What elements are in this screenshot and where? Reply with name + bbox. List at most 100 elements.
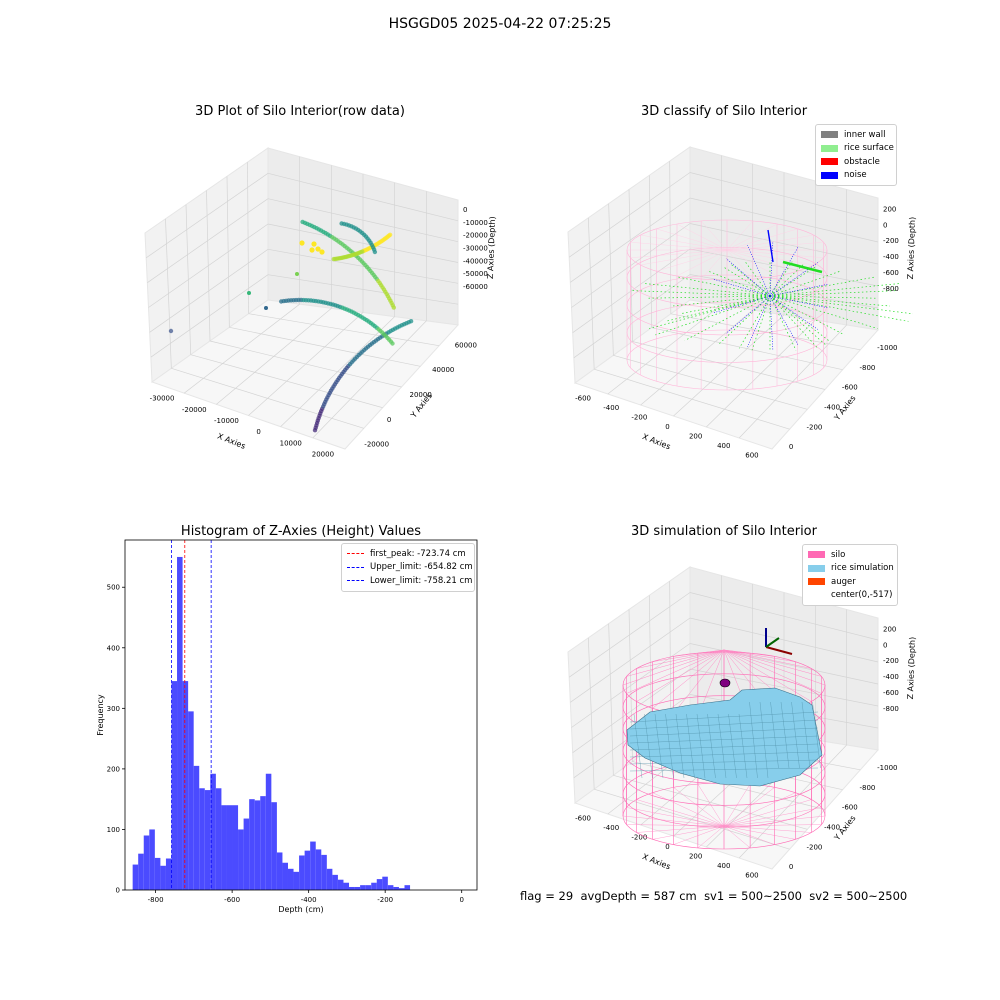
z-tick-label: -200 — [883, 657, 899, 665]
legend-label: Upper_limit: -654.82 cm — [370, 562, 473, 573]
y-tick-label: -1000 — [877, 764, 897, 772]
y-tick-label: 60000 — [455, 341, 477, 349]
histogram-bar — [243, 818, 250, 890]
surface-mesh-line — [738, 713, 748, 779]
surface-mesh-line — [629, 751, 819, 758]
y-tick-label: 0 — [789, 443, 793, 451]
histogram-bar — [149, 829, 155, 890]
histogram-bar — [271, 802, 277, 890]
legend-item-rice-simulation: rice simulation — [808, 562, 894, 576]
data-point — [264, 306, 268, 310]
wall-line — [726, 249, 754, 280]
wall-line — [656, 228, 728, 251]
data-point — [247, 291, 251, 295]
histogram-bar — [404, 885, 411, 890]
x-tick-label: 400 — [717, 442, 730, 450]
z-tick-label: -60000 — [463, 283, 488, 291]
grid-line — [248, 313, 440, 347]
legend-item-inner-wall: inner wall — [821, 128, 891, 142]
wall-line — [676, 249, 728, 277]
rice-surface-spoke — [769, 276, 875, 297]
histogram-bar — [193, 765, 200, 890]
flag-text: flag = 29 — [520, 889, 574, 903]
data-point — [319, 249, 325, 255]
wall-line — [700, 220, 728, 251]
rice-surface-spoke — [769, 266, 816, 297]
z-tick-label: 200 — [883, 626, 896, 634]
legend-item-first-peak: first_peak: -723.74 cm — [347, 547, 469, 561]
y-tick-label: 300 — [107, 705, 120, 713]
rice-surface-spoke — [751, 295, 771, 351]
z-tick-label: -800 — [883, 285, 899, 293]
x-tick-label: -30000 — [150, 395, 175, 403]
legend-item-silo: silo — [808, 548, 892, 562]
histogram-bar — [321, 854, 327, 890]
z-tick-label: 200 — [883, 206, 896, 214]
histogram-bar — [349, 886, 355, 890]
silo-floor-line — [723, 792, 796, 827]
plot-frame — [124, 539, 478, 891]
histogram-bar — [226, 805, 233, 890]
legend-label: center(0,-517) — [831, 590, 893, 601]
noise-spoke — [769, 295, 774, 351]
wall-line — [726, 249, 798, 272]
rice-surface-spoke — [769, 295, 914, 315]
legend-line — [347, 553, 364, 555]
histogram-bar — [360, 885, 366, 890]
legend-item-upper-limit: Upper_limit: -654.82 cm — [347, 561, 473, 575]
x-tick-label: -10000 — [214, 417, 239, 425]
x-tick-label: 10000 — [280, 439, 302, 447]
silo-floor-line — [723, 824, 822, 827]
panel2-title: 3D classify of Silo Interior — [640, 104, 808, 119]
noise-spoke — [725, 295, 771, 334]
center-marker — [719, 678, 731, 688]
z-tick-label: -400 — [883, 253, 899, 261]
rice-surface-spoke — [672, 295, 771, 307]
y-tick-label: -200 — [807, 423, 823, 431]
rice-surface-spoke — [769, 295, 891, 307]
y-tick-label: 0 — [387, 416, 391, 424]
silo-roof-line — [723, 649, 822, 677]
histogram-bar — [249, 799, 255, 890]
sv2-text: sv2 = 500~2500 — [809, 889, 908, 903]
z-tick-label: -800 — [883, 705, 899, 713]
x-tick-label: -600 — [575, 815, 591, 823]
sv1-text: sv1 = 500~2500 — [704, 889, 802, 903]
x-tick-label: -800 — [148, 896, 164, 904]
silo-floor-line — [622, 815, 725, 827]
histogram-bar — [365, 885, 372, 890]
legend-label: obstacle — [844, 156, 880, 167]
silo-floor-line — [723, 825, 751, 849]
histogram-bar — [287, 868, 294, 890]
histogram-bar — [337, 879, 344, 890]
legend-label: rice surface — [844, 143, 894, 154]
histogram-bar — [315, 849, 322, 890]
x-axis-label: Depth (cm) — [278, 905, 323, 914]
rice-surface-spoke — [744, 261, 771, 297]
auger-axis-y — [765, 637, 780, 648]
histogram-bar — [188, 711, 194, 890]
legend-swatch — [821, 171, 838, 179]
histogram-bar — [354, 886, 361, 890]
histogram-bar — [215, 788, 222, 890]
auger-axis-x — [765, 646, 793, 655]
y-tick-label: -400 — [824, 823, 840, 831]
z-tick-label: -30000 — [463, 245, 488, 253]
legend-swatch — [808, 578, 825, 586]
wall-line — [640, 249, 728, 266]
surface-mesh-line — [629, 759, 819, 765]
wall-line — [726, 249, 778, 277]
silo-floor-line — [723, 807, 822, 827]
x-tick-label: -200 — [631, 834, 647, 842]
surface-mesh-line — [791, 701, 800, 769]
rice-surface-cluster — [782, 260, 823, 274]
wall-line — [630, 249, 728, 258]
histogram-bar — [204, 790, 211, 890]
panel3-legend: first_peak: -723.74 cm Upper_limit: -654… — [341, 543, 475, 592]
x-tick-label: -200 — [377, 896, 393, 904]
y-tick-label: 200 — [107, 765, 120, 773]
rice-surface-spoke — [684, 295, 771, 341]
y-tick-label: 400 — [107, 644, 120, 652]
